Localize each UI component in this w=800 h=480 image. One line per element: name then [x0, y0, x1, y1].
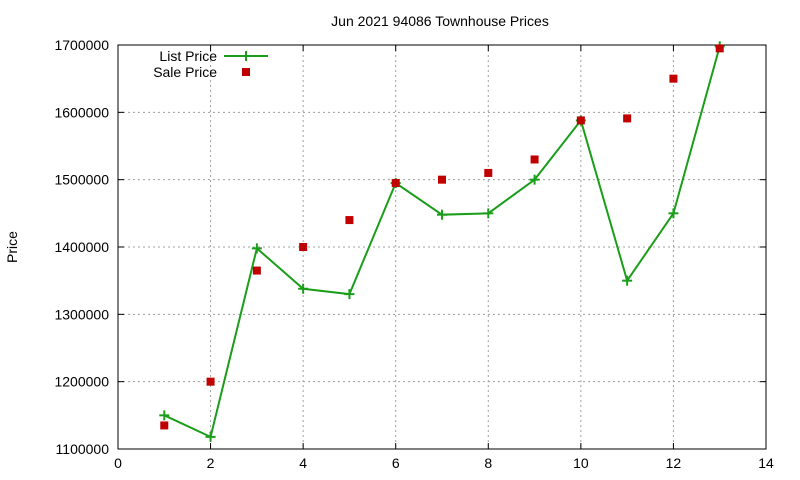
- data-point-square: [299, 243, 308, 251]
- series: [159, 41, 725, 442]
- legend-label: List Price: [159, 48, 217, 64]
- data-point-cross: [437, 209, 447, 220]
- data-point-cross: [159, 410, 170, 421]
- y-tick-label: 1700000: [54, 37, 109, 53]
- data-point-square: [530, 155, 539, 164]
- x-tick-label: 12: [666, 455, 682, 471]
- legend-cross-sample: [241, 51, 251, 61]
- y-tick-label: 1500000: [54, 172, 109, 188]
- series-sale-price: [160, 44, 724, 430]
- series-line: [163, 46, 721, 439]
- y-tick-label: 1100000: [56, 441, 110, 457]
- data-point-square: [160, 421, 169, 430]
- legend-square-sample: [242, 68, 250, 76]
- x-tick-label: 6: [392, 455, 400, 471]
- data-point-square: [252, 266, 261, 275]
- series-list-price: [159, 41, 725, 442]
- y-tick-label: 1200000: [54, 374, 109, 390]
- data-point-cross: [205, 431, 216, 442]
- y-tick-label: 1400000: [54, 239, 109, 255]
- x-tick-label: 2: [207, 455, 215, 471]
- data-point-square: [391, 179, 400, 188]
- data-point-square: [715, 44, 724, 53]
- data-point-cross: [483, 208, 494, 219]
- data-point-square: [576, 116, 585, 125]
- y-tick-label: 1600000: [54, 104, 109, 120]
- data-point-square: [484, 168, 493, 177]
- data-point-cross: [529, 174, 540, 185]
- data-point-square: [669, 74, 678, 83]
- data-point-cross: [298, 283, 309, 294]
- y-tick-label: 1300000: [54, 306, 109, 322]
- data-point-square: [623, 114, 632, 123]
- data-point-cross: [668, 208, 679, 219]
- x-tick-label: 4: [299, 455, 307, 471]
- x-tick-label: 8: [484, 455, 492, 471]
- x-tick-label: 14: [758, 455, 774, 471]
- data-point-cross: [251, 243, 262, 254]
- axes: 0 2 4 6 8 10 12 14 1100000 1200000 1300000 1400000 1…: [54, 37, 774, 471]
- x-tick-label: 0: [114, 455, 122, 471]
- data-point-cross: [622, 275, 633, 286]
- grid: [118, 45, 766, 449]
- legend-label: Sale Price: [153, 64, 217, 80]
- chart-title: Jun 2021 94086 Townhouse Prices: [331, 13, 549, 29]
- data-point-square: [206, 377, 215, 386]
- x-tick-label: 10: [573, 455, 589, 471]
- data-point-cross: [344, 289, 355, 300]
- data-point-square: [345, 216, 354, 225]
- y-axis-label: Price: [4, 231, 20, 263]
- data-point-square: [438, 175, 446, 184]
